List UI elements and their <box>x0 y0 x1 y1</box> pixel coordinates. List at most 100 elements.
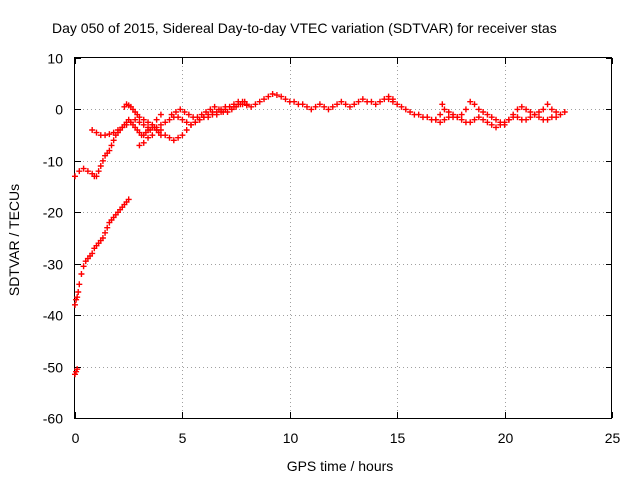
data-point-marker <box>224 109 231 115</box>
data-point-marker <box>181 109 188 115</box>
data-point-marker <box>136 119 143 126</box>
data-point-marker <box>527 114 534 121</box>
data-point-marker <box>407 109 414 115</box>
data-point-marker <box>145 124 152 131</box>
data-point-marker <box>179 132 186 139</box>
data-point-marker <box>424 114 431 121</box>
data-point-marker <box>241 98 248 105</box>
series-track-d <box>89 111 164 139</box>
data-point-marker <box>265 93 272 100</box>
series-track-f <box>136 98 250 149</box>
data-point-marker <box>145 134 152 141</box>
data-point-marker <box>97 163 104 169</box>
data-point-marker <box>203 109 210 115</box>
data-point-marker <box>359 96 366 103</box>
data-point-marker <box>299 101 306 108</box>
data-point-marker <box>194 114 201 121</box>
data-point-marker <box>162 119 169 126</box>
data-point-marker <box>125 196 132 203</box>
y-tick-label: 0 <box>55 102 63 118</box>
data-point-marker <box>355 98 362 105</box>
data-point-marker <box>471 101 478 108</box>
x-tick-label: 25 <box>605 430 621 446</box>
data-point-marker <box>441 106 448 113</box>
data-point-marker <box>207 106 214 113</box>
data-point-marker <box>389 98 396 105</box>
data-point-marker <box>175 134 182 141</box>
data-point-marker <box>179 116 186 123</box>
data-point-marker <box>252 101 259 108</box>
data-point-marker <box>462 106 469 113</box>
series-track-e <box>121 91 396 144</box>
data-point-marker <box>480 109 487 115</box>
data-point-marker <box>119 124 126 131</box>
data-point-marker <box>432 116 439 123</box>
y-tick-label: -30 <box>43 257 63 273</box>
data-point-marker <box>321 103 328 110</box>
data-point-marker <box>157 111 164 118</box>
data-point-marker <box>385 96 392 103</box>
data-point-marker <box>540 106 547 113</box>
data-point-marker <box>467 119 474 126</box>
data-point-marker <box>445 109 452 115</box>
data-point-marker <box>145 119 152 126</box>
x-tick-label: 5 <box>179 430 187 446</box>
data-point-marker <box>170 137 177 144</box>
data-point-marker <box>501 121 508 128</box>
data-point-marker <box>175 114 182 121</box>
data-point-marker <box>84 168 91 175</box>
data-point-marker <box>329 103 336 110</box>
data-point-marker <box>372 101 379 108</box>
y-tick-label: 10 <box>47 51 63 67</box>
x-tick-label: 0 <box>72 430 80 446</box>
data-point-marker <box>346 103 353 110</box>
data-point-marker <box>488 114 495 121</box>
data-point-marker <box>76 168 83 175</box>
data-point-marker <box>475 106 482 113</box>
data-point-marker <box>334 101 341 108</box>
data-point-marker <box>531 111 538 118</box>
data-point-marker <box>228 106 235 113</box>
series-track-c <box>72 116 164 180</box>
series-track-a <box>72 196 132 308</box>
data-point-marker <box>110 137 117 144</box>
data-point-marker <box>74 366 81 373</box>
data-point-marker <box>185 111 192 118</box>
data-point-marker <box>205 114 212 121</box>
data-point-marker <box>80 263 87 270</box>
data-point-marker <box>535 114 542 121</box>
data-point-marker <box>484 119 491 126</box>
x-tick-label: 20 <box>498 430 514 446</box>
data-point-marker <box>183 127 190 133</box>
y-tick-label: -50 <box>43 360 63 376</box>
data-point-marker <box>261 96 268 103</box>
data-point-marker <box>127 119 134 126</box>
y-tick-label: -10 <box>43 154 63 170</box>
data-point-marker <box>273 92 280 99</box>
data-point-marker <box>497 119 504 126</box>
data-point-marker <box>278 93 285 100</box>
y-tick-labels: -60 -50 -40 -30 -20 -10 0 10 <box>43 51 63 427</box>
data-point-marker <box>437 119 444 126</box>
data-point-marker <box>102 229 109 236</box>
data-point-marker <box>480 116 487 123</box>
data-point-marker <box>291 98 298 105</box>
data-point-marker <box>136 114 143 121</box>
data-point-marker <box>74 294 81 301</box>
data-point-marker <box>415 111 422 118</box>
data-point-marker <box>108 142 115 149</box>
data-point-marker <box>114 127 121 133</box>
data-point-marker <box>548 106 555 113</box>
data-point-marker <box>110 129 117 136</box>
data-point-marker <box>450 111 457 118</box>
data-point-marker <box>99 235 106 241</box>
data-point-marker <box>78 271 85 277</box>
chart-title: Day 050 of 2015, Sidereal Day-to-day VTE… <box>52 20 557 36</box>
x-tick-labels: 0 5 10 15 20 25 <box>72 430 621 446</box>
data-point-marker <box>475 114 482 121</box>
data-point-marker <box>458 111 465 118</box>
data-point-marker <box>104 224 111 231</box>
data-point-marker <box>484 111 491 118</box>
data-point-marker <box>89 250 96 257</box>
data-point-marker <box>99 157 106 164</box>
